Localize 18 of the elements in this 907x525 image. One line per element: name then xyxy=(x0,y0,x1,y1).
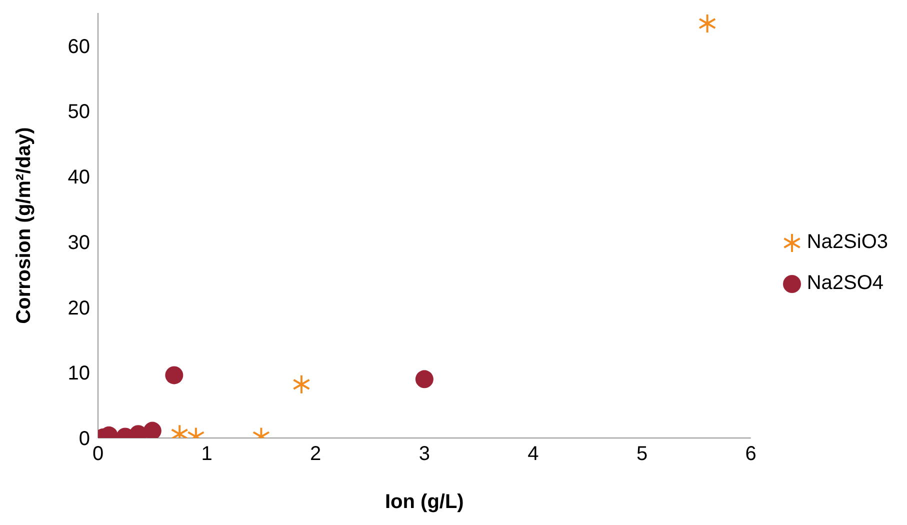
x-axis-title: Ion (g/L) xyxy=(384,491,464,513)
y-tick-label: 20 xyxy=(68,297,90,320)
y-tick-label: 10 xyxy=(68,362,90,385)
x-tick-label: 0 xyxy=(92,443,104,466)
x-tick-label: 4 xyxy=(528,443,539,466)
y-tick-label: 40 xyxy=(68,166,90,189)
y-tick-label: 60 xyxy=(68,36,90,58)
x-tick-label: 5 xyxy=(636,443,648,466)
x-tick-label: 6 xyxy=(745,443,756,466)
x-tick-label: 2 xyxy=(310,443,322,466)
x-tick-label: 1 xyxy=(201,443,212,466)
legend-label: Na2SiO3 xyxy=(806,231,888,254)
x-tick-label: 3 xyxy=(418,443,430,466)
y-tick-label: 0 xyxy=(78,428,90,450)
y-tick-label: 50 xyxy=(68,101,90,124)
legend-label: Na2SO4 xyxy=(806,272,884,295)
y-axis-title: Corrosion (g/m²/day) xyxy=(13,127,36,324)
y-tick-label: 30 xyxy=(68,232,90,254)
